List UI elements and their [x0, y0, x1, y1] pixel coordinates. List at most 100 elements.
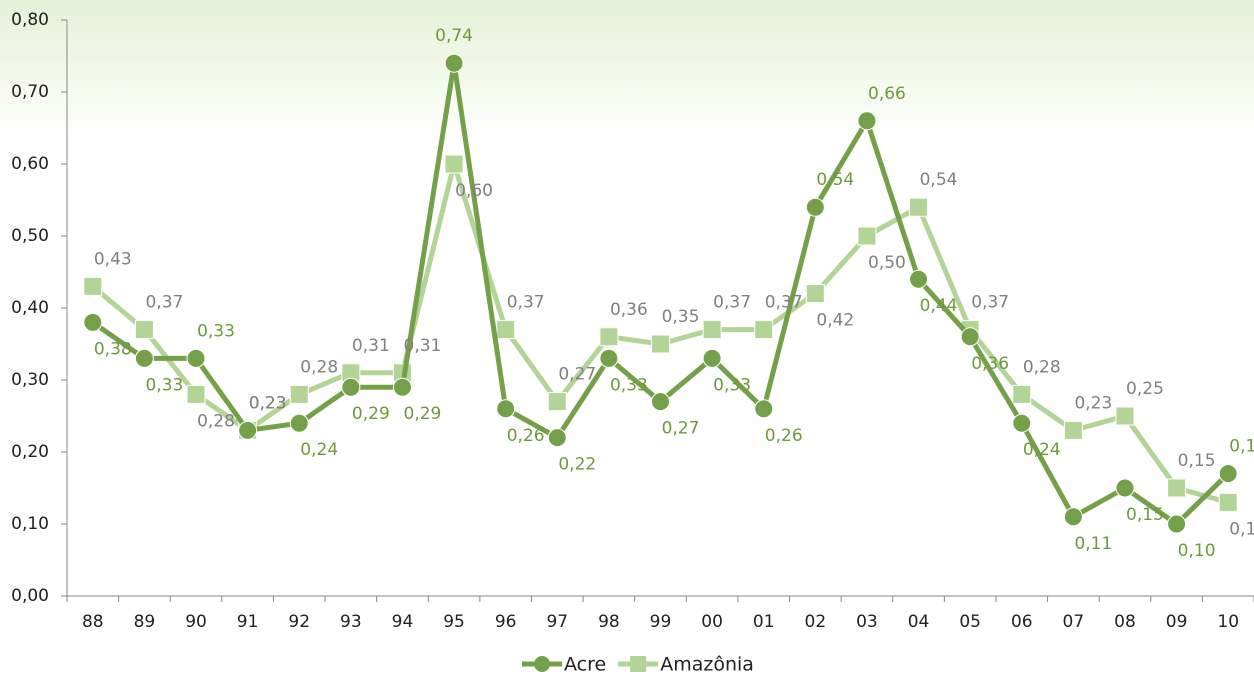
marker: [1115, 406, 1135, 426]
marker: [754, 320, 774, 340]
marker: [1063, 507, 1083, 527]
y-tick-label: 0,50: [11, 226, 49, 246]
value-label: 0,28: [300, 357, 338, 377]
x-tick-label: 89: [134, 612, 156, 632]
marker: [754, 399, 774, 419]
value-label: 0,43: [94, 249, 132, 269]
value-label: 0,37: [713, 293, 751, 313]
marker: [702, 348, 722, 368]
marker: [1012, 413, 1032, 433]
value-label: 0,28: [1023, 357, 1061, 377]
value-label: 0,37: [765, 293, 803, 313]
x-tick-label: 90: [185, 612, 207, 632]
marker: [496, 320, 516, 340]
value-label: 0,54: [816, 170, 854, 190]
value-label: 0,13: [1229, 519, 1254, 539]
marker: [651, 334, 670, 354]
background: [0, 0, 1254, 140]
value-label: 0,28: [197, 411, 235, 431]
value-label: 0,27: [558, 365, 596, 385]
marker: [134, 348, 154, 368]
x-tick-label: 01: [753, 612, 775, 632]
marker: [1012, 384, 1032, 404]
value-label: 0,37: [145, 293, 183, 313]
marker: [186, 384, 206, 404]
marker: [289, 413, 309, 433]
legend-label: Acre: [564, 654, 606, 676]
marker: [289, 384, 309, 404]
marker: [1063, 420, 1083, 440]
value-label: 0,54: [920, 170, 958, 190]
value-label: 0,36: [971, 354, 1009, 374]
marker: [134, 320, 154, 340]
value-label: 0,31: [352, 336, 390, 356]
marker: [444, 53, 464, 73]
marker: [909, 269, 929, 289]
y-tick-label: 0,80: [11, 10, 49, 30]
marker: [496, 399, 516, 419]
value-label: 0,35: [662, 307, 700, 327]
value-label: 0,50: [868, 253, 906, 273]
legend-marker: [630, 656, 647, 672]
x-tick-label: 93: [340, 612, 362, 632]
y-tick-label: 0,60: [11, 154, 49, 174]
value-label: 0,29: [352, 404, 390, 424]
marker: [238, 420, 258, 440]
marker: [909, 197, 929, 217]
y-tick-label: 0,40: [11, 298, 49, 318]
x-tick-label: 88: [82, 612, 104, 632]
x-tick-label: 07: [1063, 612, 1085, 632]
x-tick-label: 09: [1166, 612, 1188, 632]
marker: [341, 377, 361, 397]
marker: [857, 226, 877, 246]
marker: [599, 327, 619, 347]
legend-marker: [534, 656, 550, 672]
marker: [960, 327, 980, 347]
x-tick-label: 95: [443, 612, 465, 632]
marker: [1115, 478, 1135, 498]
value-label: 0,36: [610, 300, 648, 320]
x-tick-label: 92: [288, 612, 310, 632]
marker: [1218, 464, 1238, 484]
marker: [186, 348, 206, 368]
marker: [805, 284, 825, 304]
y-tick-label: 0,00: [11, 586, 49, 606]
value-label: 0,74: [435, 26, 473, 46]
y-tick-label: 0,10: [11, 514, 49, 534]
value-label: 0,44: [920, 296, 958, 316]
value-label: 0,24: [1023, 440, 1061, 460]
marker: [702, 320, 722, 340]
value-label: 0,66: [868, 84, 906, 104]
x-tick-label: 04: [908, 612, 930, 632]
value-label: 0,23: [249, 393, 287, 413]
marker: [83, 312, 103, 332]
value-label: 0,42: [816, 311, 854, 331]
value-label: 0,15: [1178, 451, 1216, 471]
x-tick-label: 03: [856, 612, 878, 632]
value-label: 0,15: [1126, 505, 1164, 525]
x-tick-label: 99: [650, 612, 672, 632]
marker: [805, 197, 825, 217]
value-label: 0,31: [404, 336, 442, 356]
marker: [857, 111, 877, 131]
value-label: 0,11: [1074, 534, 1112, 554]
value-label: 0,24: [300, 440, 338, 460]
x-tick-label: 02: [805, 612, 827, 632]
marker: [83, 276, 103, 296]
marker: [444, 154, 464, 174]
marker: [1167, 478, 1187, 498]
value-label: 0,29: [404, 404, 442, 424]
value-label: 0,38: [94, 339, 132, 359]
value-label: 0,23: [1074, 393, 1112, 413]
value-label: 0,60: [455, 181, 493, 201]
marker: [547, 428, 567, 448]
value-label: 0,25: [1126, 379, 1164, 399]
value-label: 0,17: [1229, 437, 1254, 457]
x-tick-label: 91: [237, 612, 259, 632]
value-label: 0,33: [713, 375, 751, 395]
marker: [1218, 492, 1238, 512]
y-tick-label: 0,70: [11, 82, 49, 102]
x-tick-label: 06: [1011, 612, 1033, 632]
y-tick-label: 0,30: [11, 370, 49, 390]
x-tick-label: 97: [546, 612, 568, 632]
